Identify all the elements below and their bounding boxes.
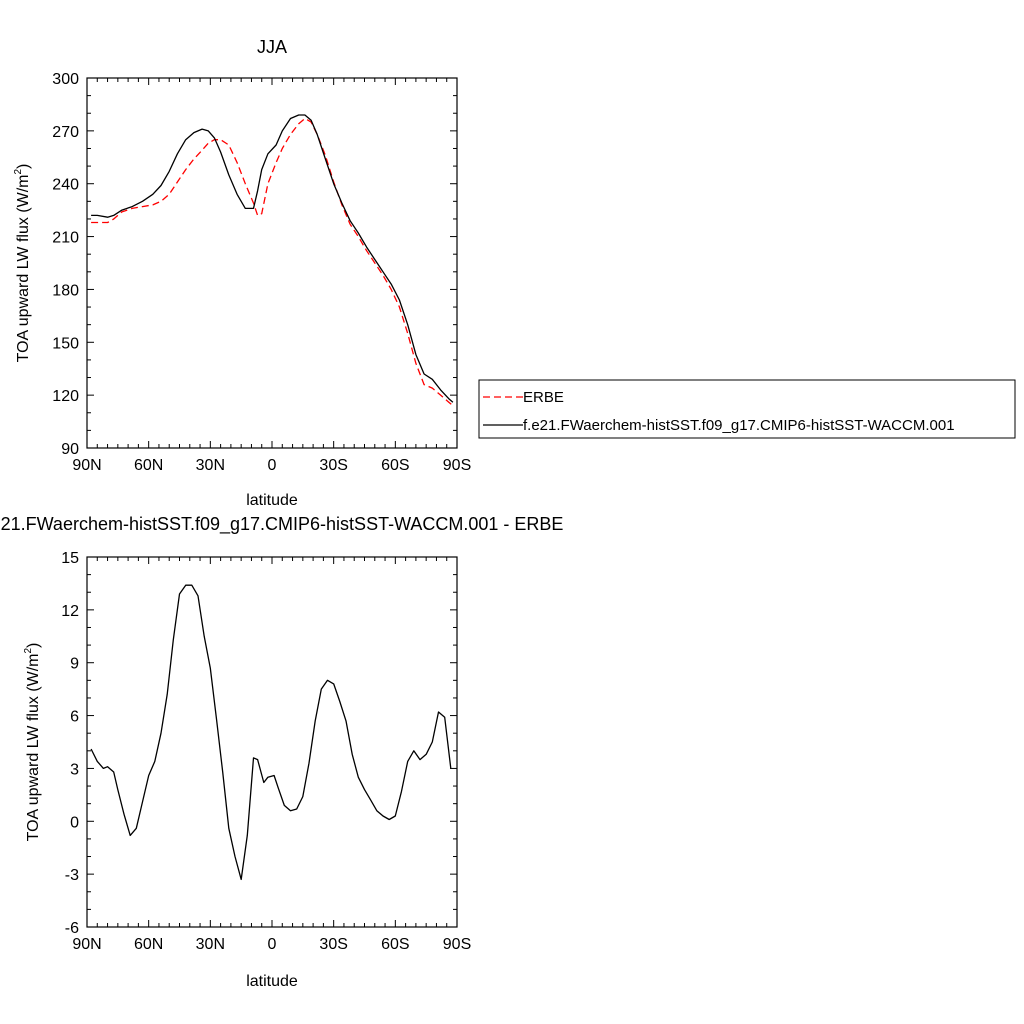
top-chart-y-axis-label: TOA upward LW flux (W/m2)	[13, 164, 32, 363]
bottom-chart-y-tick-label: 0	[70, 814, 79, 831]
bottom-chart-x-tick-label: 30N	[196, 936, 225, 953]
top-chart-x-tick-label: 60N	[134, 457, 163, 474]
top-chart-x-tick-label: 30S	[319, 457, 347, 474]
top-chart-y-tick-label: 240	[52, 177, 79, 194]
top-chart-y-tick-label: 180	[52, 282, 79, 299]
top-chart-y-tick-label: 210	[52, 230, 79, 247]
bottom-chart-x-tick-label: 0	[268, 936, 277, 953]
bottom-chart-x-tick-label: 60S	[381, 936, 409, 953]
top-chart-x-tick-label: 0	[268, 457, 277, 474]
top-chart-y-tick-label: 300	[52, 71, 79, 88]
top-chart-y-tick-label: 150	[52, 335, 79, 352]
bottom-chart-y-axis-label-close: )	[25, 643, 42, 648]
top-chart-x-tick-label: 30N	[196, 457, 225, 474]
top-chart-x-axis-label: latitude	[246, 492, 298, 509]
top-chart-x-tick-label: 60S	[381, 457, 409, 474]
top-chart-x-tick-label: 90N	[72, 457, 101, 474]
bottom-chart-x-axis-label: latitude	[246, 973, 298, 990]
bottom-chart-y-tick-label: 12	[61, 603, 79, 620]
bottom-chart-plot-frame	[86, 556, 458, 928]
bottom-chart-y-tick-label: -3	[65, 867, 79, 884]
top-chart-y-axis-label-close: )	[15, 164, 32, 169]
top-chart-y-tick-label: 270	[52, 124, 79, 141]
bottom-chart-y-axis-label: TOA upward LW flux (W/m2)	[23, 643, 42, 842]
top-chart-series-line-2	[91, 114, 454, 403]
bottom-chart-series-line-1	[90, 584, 452, 881]
top-chart-y-tick-label: 120	[52, 388, 79, 405]
top-chart-y-axis-label-sup: 2	[13, 169, 24, 175]
legend-box	[478, 379, 1016, 439]
bottom-chart-x-tick-label: 90N	[72, 936, 101, 953]
top-chart: JJA latitude TOA upward LW flux (W/m2) 9…	[13, 37, 471, 509]
bottom-chart-x-tick-label: 90S	[443, 936, 471, 953]
top-chart-x-tick-label: 90S	[443, 457, 471, 474]
legend-label-model: f.e21.FWaerchem-histSST.f09_g17.CMIP6-hi…	[523, 417, 955, 434]
top-chart-title: JJA	[257, 37, 287, 57]
top-chart-y-tick-label: 90	[61, 441, 79, 458]
legend: ERBE f.e21.FWaerchem-histSST.f09_g17.CMI…	[478, 379, 1016, 439]
bottom-chart-y-tick-label: 3	[70, 761, 79, 778]
bottom-chart-y-tick-label: -6	[65, 920, 79, 937]
bottom-chart-title: f.e21.FWaerchem-histSST.f09_g17.CMIP6-hi…	[0, 514, 563, 535]
bottom-chart-y-axis-label-sup: 2	[23, 648, 34, 654]
top-chart-series-line-1	[91, 117, 454, 407]
bottom-chart: f.e21.FWaerchem-histSST.f09_g17.CMIP6-hi…	[0, 514, 563, 990]
legend-label-erbe: ERBE	[523, 389, 564, 406]
bottom-chart-x-tick-label: 60N	[134, 936, 163, 953]
bottom-chart-y-tick-label: 6	[70, 709, 79, 726]
bottom-chart-y-tick-label: 15	[61, 550, 79, 567]
bottom-chart-y-tick-label: 9	[70, 656, 79, 673]
bottom-chart-y-axis-label-main: TOA upward LW flux (W/m	[25, 654, 42, 842]
top-chart-y-axis-label-main: TOA upward LW flux (W/m	[15, 175, 32, 363]
top-chart-plot-frame	[86, 77, 458, 449]
bottom-chart-x-tick-label: 30S	[319, 936, 347, 953]
